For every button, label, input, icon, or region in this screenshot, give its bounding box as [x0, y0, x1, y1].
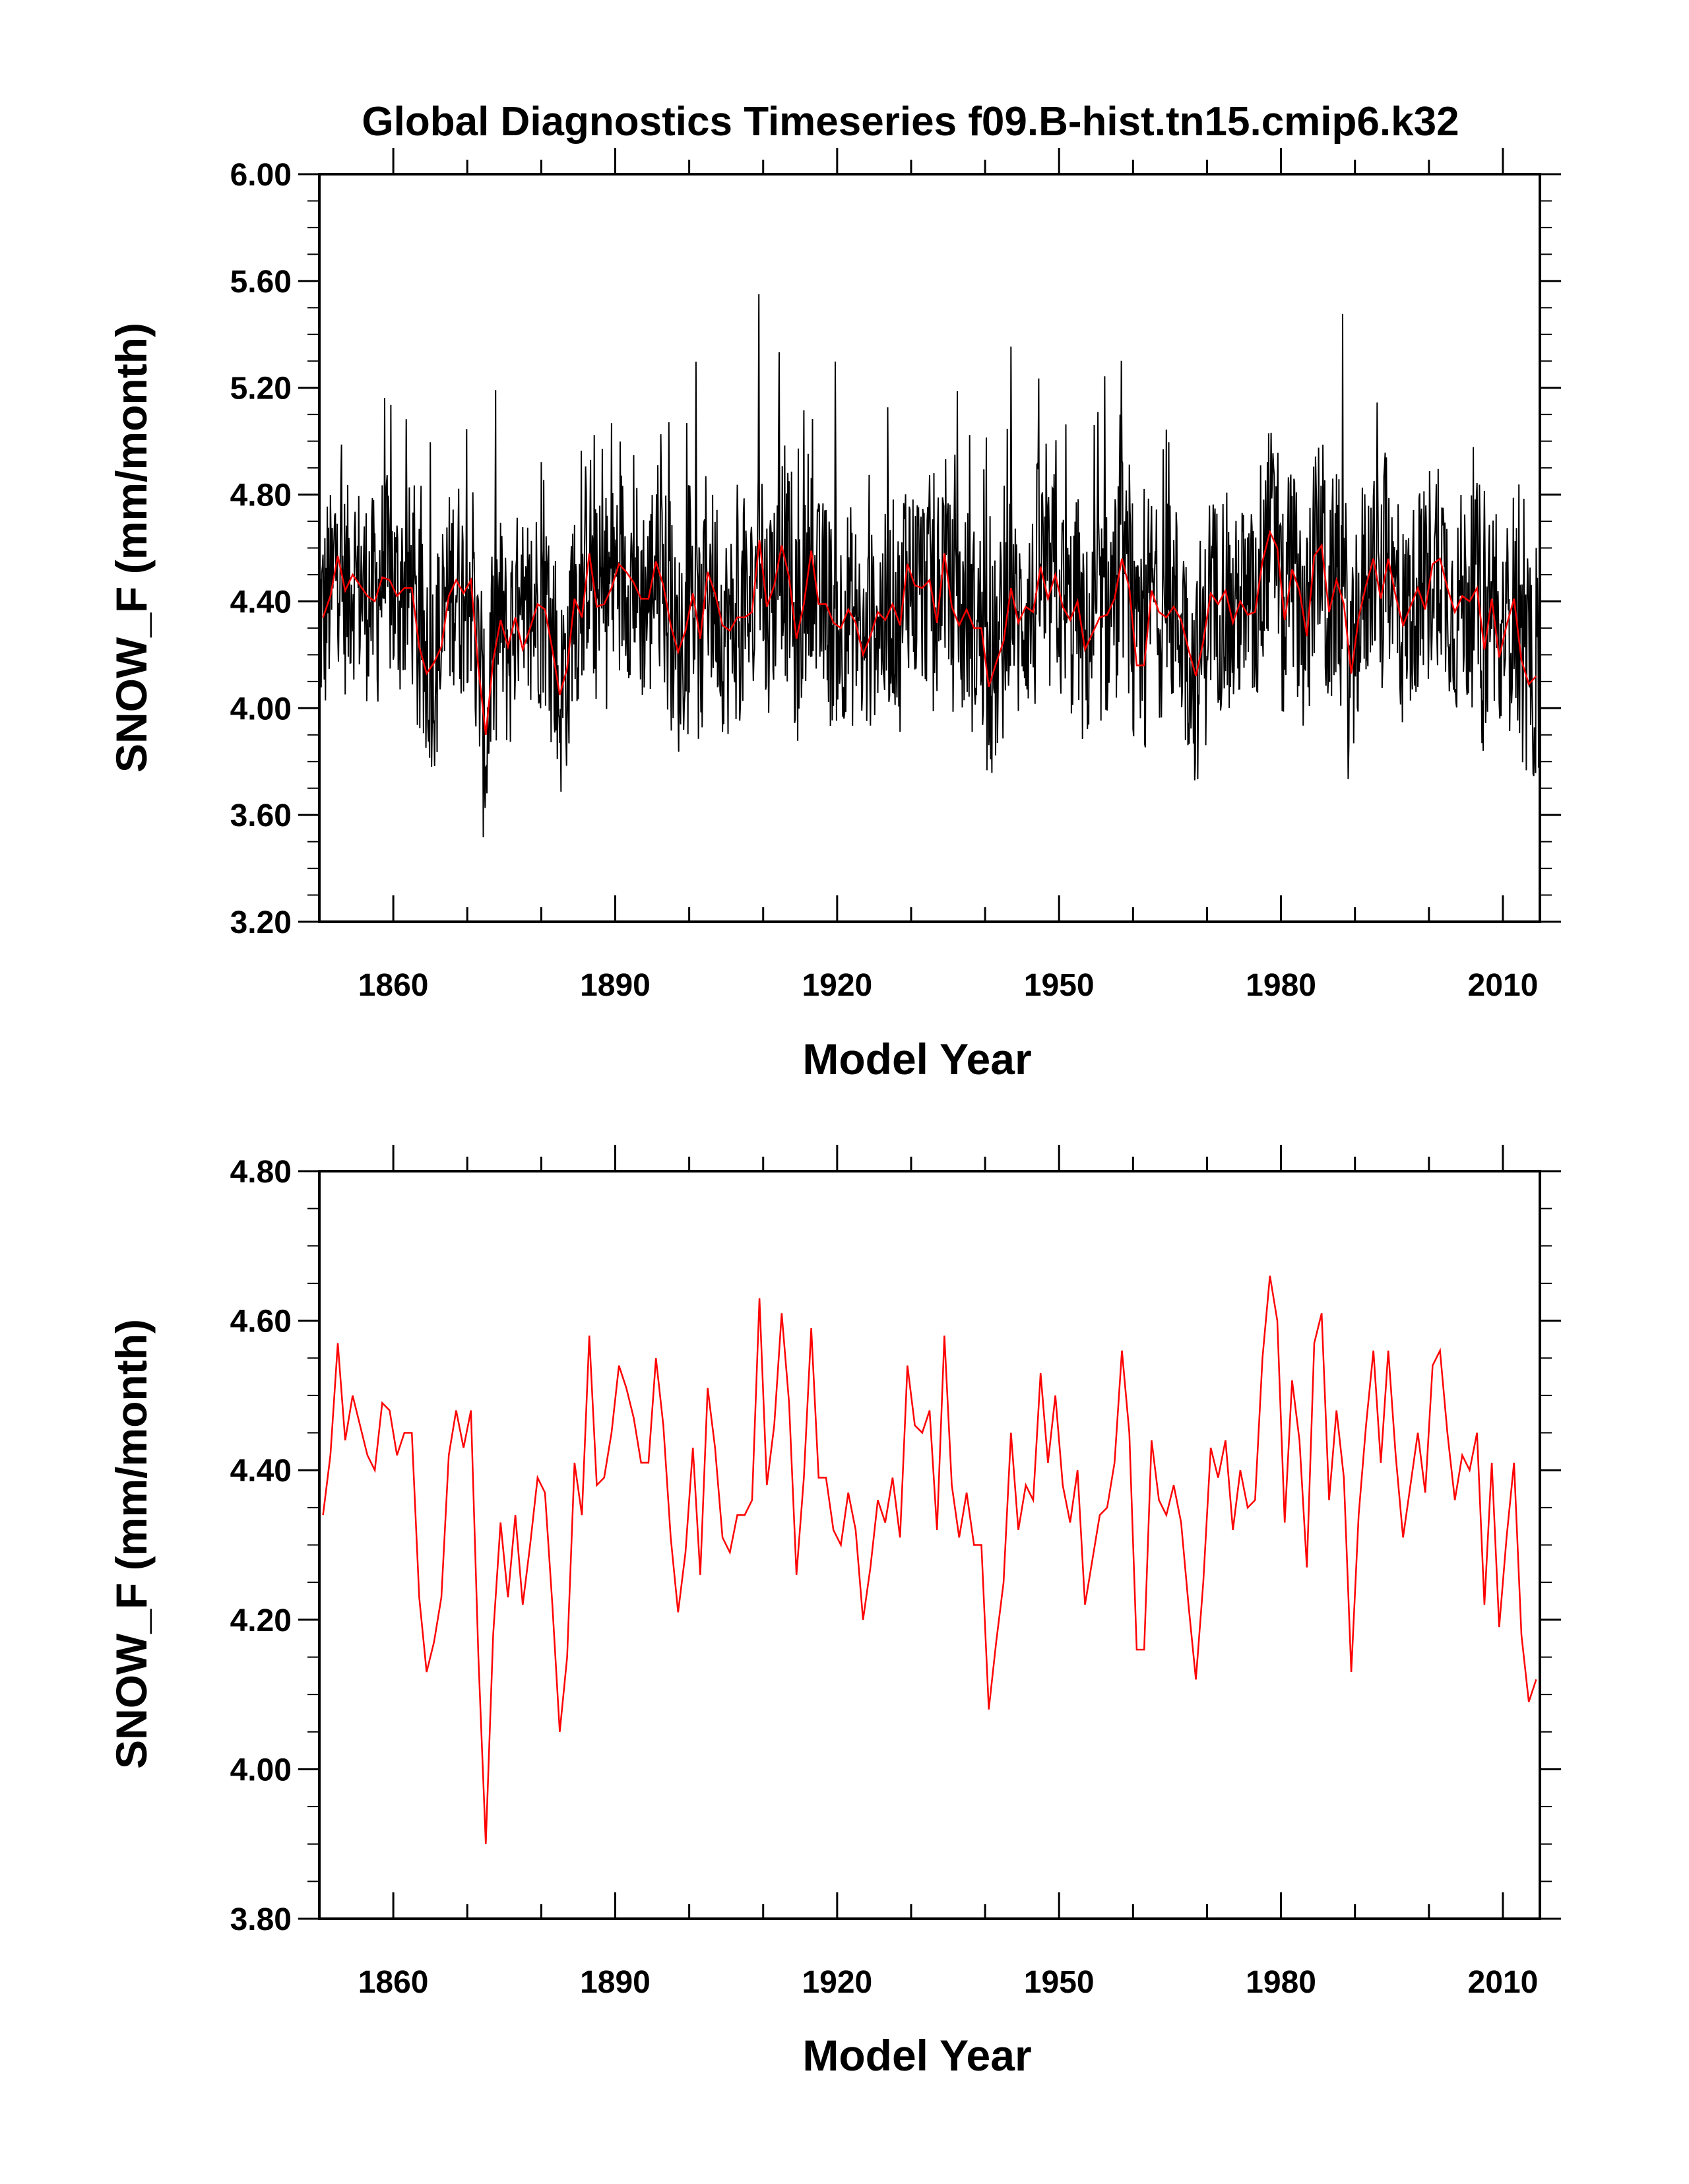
bottom-y-tick-label: 3.80 — [230, 1902, 292, 1937]
top-y-tick-label: 5.60 — [230, 265, 292, 300]
bottom-x-tick-label: 2010 — [1468, 1965, 1539, 2000]
annual-mean-line — [322, 529, 1537, 735]
chart-title: Global Diagnostics Timeseries f09.B-hist… — [362, 99, 1459, 145]
bottom-y-axis-label: SNOW_F (mm/month) — [107, 1319, 156, 1769]
top-y-tick-label: 3.60 — [230, 798, 292, 833]
annual-mean-line — [322, 1275, 1537, 1844]
top-y-tick-label: 4.40 — [230, 585, 292, 620]
top-y-tick-label: 4.00 — [230, 691, 292, 726]
bottom-y-tick-label: 4.80 — [230, 1155, 292, 1190]
bottom-x-tick-label: 1980 — [1246, 1965, 1316, 2000]
bottom-x-axis-label: Model Year — [802, 2031, 1031, 2080]
top-monthly-series — [319, 294, 1541, 837]
top-y-tick-labels: 3.20 3.60 4.00 4.40 4.80 5.20 5.60 6.00 — [230, 158, 292, 940]
top-y-axis-label: SNOW_F (mm/month) — [107, 323, 156, 773]
top-ticks — [298, 148, 1561, 923]
top-annual-series — [322, 529, 1537, 735]
bottom-x-tick-label: 1860 — [358, 1965, 429, 2000]
bottom-annual-series — [322, 1275, 1537, 1844]
bottom-y-tick-label: 4.60 — [230, 1304, 292, 1339]
bottom-ticks — [298, 1145, 1561, 1920]
top-x-tick-label: 2010 — [1468, 968, 1539, 1003]
top-x-tick-labels: 1860 1890 1920 1950 1980 2010 — [358, 968, 1539, 1003]
top-y-tick-label: 3.20 — [230, 905, 292, 940]
top-x-tick-label: 1980 — [1246, 968, 1316, 1003]
top-y-tick-label: 6.00 — [230, 158, 292, 193]
bottom-y-tick-label: 4.40 — [230, 1454, 292, 1489]
bottom-y-tick-labels: 3.80 4.00 4.20 4.40 4.60 4.80 — [230, 1155, 292, 1937]
top-x-axis-label: Model Year — [802, 1035, 1031, 1083]
bottom-x-tick-label: 1950 — [1024, 1965, 1095, 2000]
top-x-tick-label: 1890 — [580, 968, 651, 1003]
top-x-tick-label: 1950 — [1024, 968, 1095, 1003]
top-x-tick-label: 1920 — [802, 968, 872, 1003]
bottom-y-tick-label: 4.00 — [230, 1752, 292, 1787]
bottom-x-tick-label: 1920 — [802, 1965, 872, 2000]
monthly-line — [319, 294, 1541, 837]
bottom-panel: 3.80 4.00 4.20 4.40 4.60 4.80 1860 1890 … — [107, 1145, 1561, 2080]
top-x-tick-label: 1860 — [358, 968, 429, 1003]
top-y-tick-label: 5.20 — [230, 371, 292, 406]
top-panel: 3.20 3.60 4.00 4.40 4.80 5.20 5.60 6.00 … — [107, 148, 1561, 1083]
bottom-x-tick-labels: 1860 1890 1920 1950 1980 2010 — [358, 1965, 1539, 2000]
bottom-y-tick-label: 4.20 — [230, 1603, 292, 1638]
bottom-x-tick-label: 1890 — [580, 1965, 651, 2000]
top-y-tick-label: 4.80 — [230, 478, 292, 513]
